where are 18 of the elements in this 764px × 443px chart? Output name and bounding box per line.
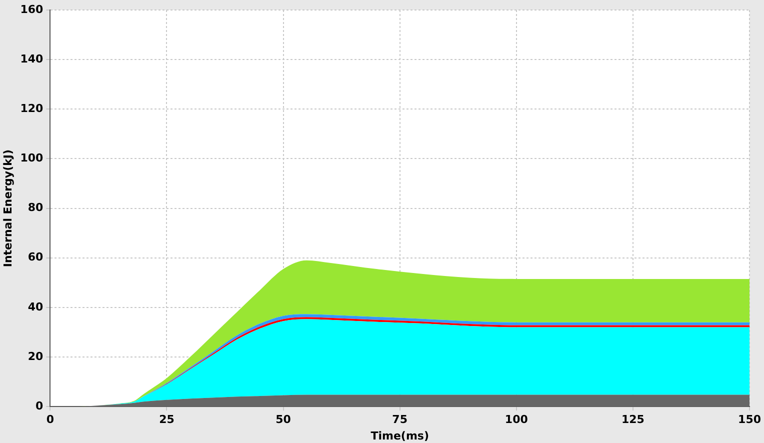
y-tick-label: 120 bbox=[20, 102, 44, 116]
y-tick-label: 140 bbox=[20, 52, 44, 66]
y-tick-label: 40 bbox=[28, 300, 44, 314]
y-tick-label: 60 bbox=[28, 250, 44, 264]
x-tick-label: 50 bbox=[276, 413, 292, 426]
x-tick-label: 150 bbox=[738, 413, 762, 426]
x-tick-label: 75 bbox=[392, 413, 408, 426]
x-tick-label: 0 bbox=[46, 413, 54, 426]
x-tick-label: 125 bbox=[621, 413, 644, 426]
y-tick-label: 20 bbox=[28, 350, 44, 363]
y-tick-label: 100 bbox=[20, 152, 44, 165]
y-axis-title: Internal Energy(kJ) bbox=[1, 149, 14, 268]
x-tick-label: 100 bbox=[504, 413, 528, 426]
x-axis-title: Time(ms) bbox=[370, 429, 429, 442]
y-tick-label: 80 bbox=[28, 201, 44, 214]
y-tick-label: 0 bbox=[36, 399, 44, 412]
y-tick-label: 160 bbox=[20, 2, 44, 16]
x-tick-label: 25 bbox=[159, 413, 174, 426]
